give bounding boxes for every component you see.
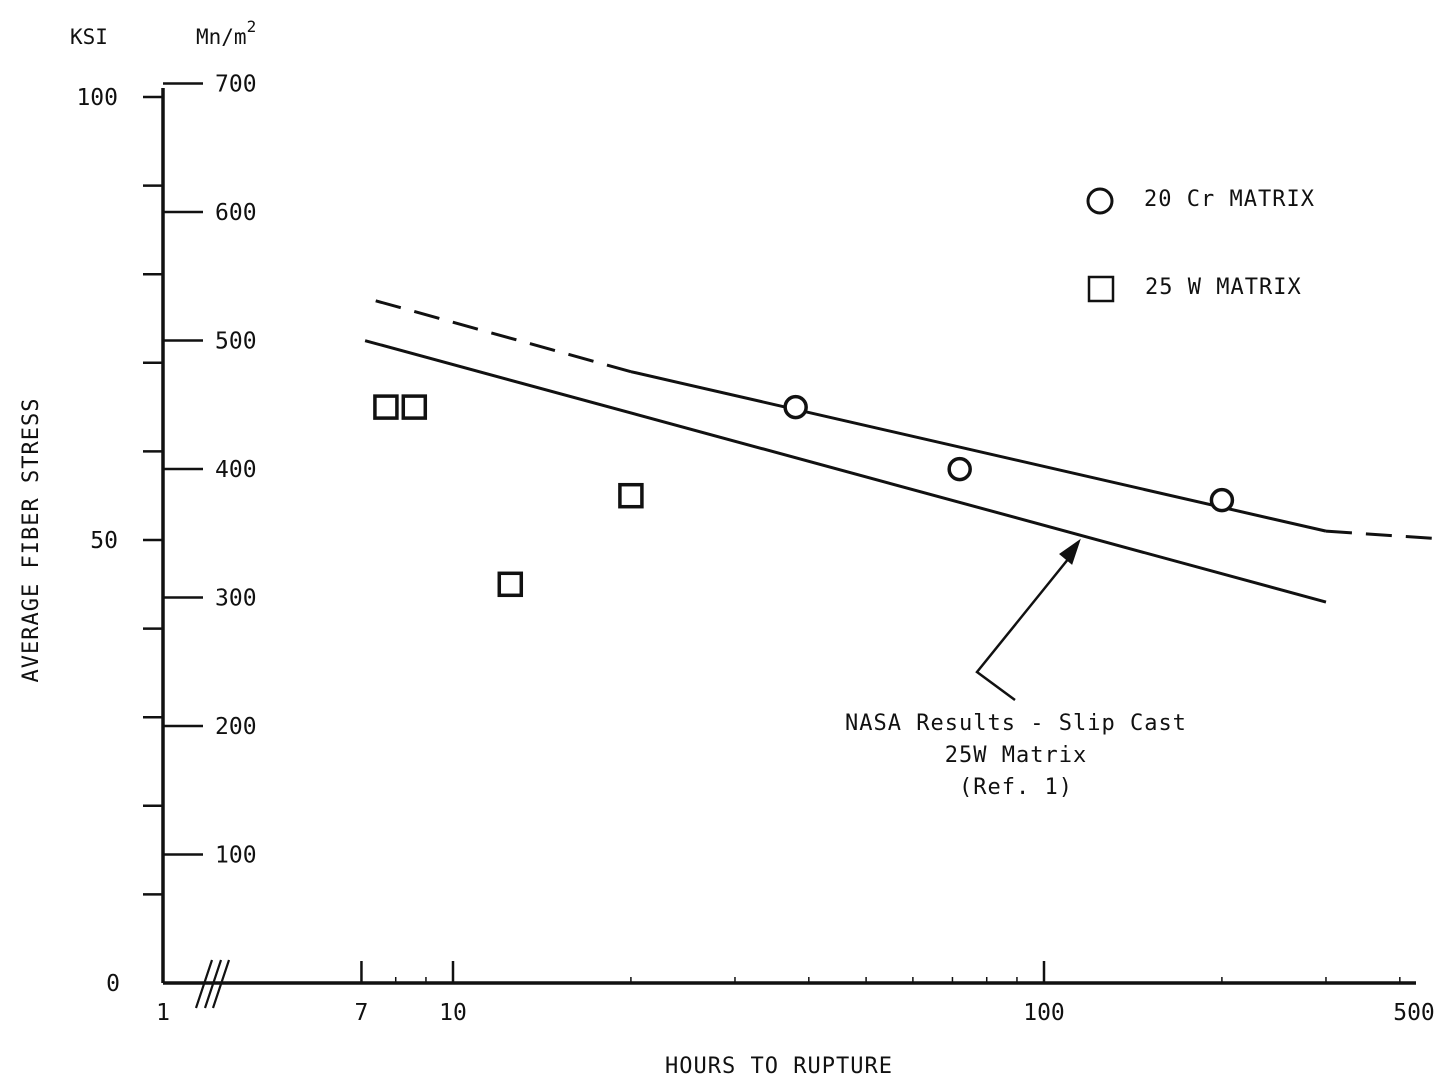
fit-line-20cr-fit-dashed-ext [1325,529,1443,541]
annotation: NASA Results - Slip Cast 25W Matrix (Ref. … [845,538,1187,800]
break-stroke [194,959,214,1009]
y-right-unit-exponent: 2 [247,17,257,36]
marker-20cr-circle [1209,487,1235,513]
y-right-unit: Mn/m2 [196,17,256,49]
marker-25w-square [373,394,399,420]
legend: 20 Cr MATRIX 25 W MATRIX [1086,187,1315,303]
y-left-tick-label: 0 [106,971,120,997]
legend-item: 20 Cr MATRIX [1086,187,1315,215]
break-stroke [203,959,223,1009]
y-right-tick-label: 300 [215,585,257,611]
x-tick-label: 100 [1023,1000,1065,1026]
legend-item: 25 W MATRIX [1087,275,1302,303]
y-right-tick-label: 100 [215,842,257,868]
marker-20cr-circle [783,394,808,420]
y-left-tick-label: 100 [76,85,118,111]
marker-20cr-circle [947,456,972,482]
y-right-tick-label: 400 [215,457,257,483]
annotation-line-3: (Ref. 1) [959,775,1073,800]
marker-25w-square [401,394,428,420]
axis-ticks [143,82,1401,983]
y-left-unit: KSI [70,25,108,49]
x-tick-label: 10 [439,1000,467,1026]
axes [161,88,1416,1009]
marker-25w-square [618,482,644,509]
fit-line-nasa-line [364,339,1327,604]
fit-lines [364,299,1443,604]
y-right-tick-label: 600 [215,200,257,226]
annotation-arrow-line [975,551,1075,702]
y-axis-title: AVERAGE FIBER STRESS [19,398,44,683]
legend-label: 20 Cr MATRIX [1144,187,1315,212]
annotation-arrowhead [1059,538,1081,565]
marker-25w-square [497,571,524,598]
y-left-tick-label: 50 [90,528,118,554]
x-axis-break-mark [194,959,231,1009]
fit-line-20cr-fit-solid [630,370,1327,533]
fit-line-20cr-fit-dashed [375,299,632,374]
annotation-line-1: NASA Results - Slip Cast [845,711,1187,736]
x-axis-title: HOURS TO RUPTURE [665,1054,893,1079]
annotation-line-2: 25W Matrix [945,743,1087,768]
legend-label: 25 W MATRIX [1145,275,1302,300]
y-right-unit-base: Mn/m [196,25,247,49]
legend-square-icon [1087,275,1115,303]
y-right-tick-label: 500 [215,328,257,354]
y-right-tick-label: 200 [215,714,257,740]
break-stroke [211,959,231,1009]
x-tick-label: 500 [1393,1000,1435,1026]
x-tick-label: 1 [156,1000,170,1026]
y-right-tick-label: 700 [215,71,257,97]
data-markers [373,394,1235,598]
legend-circle-icon [1086,187,1114,215]
x-tick-label: 7 [355,1000,369,1026]
